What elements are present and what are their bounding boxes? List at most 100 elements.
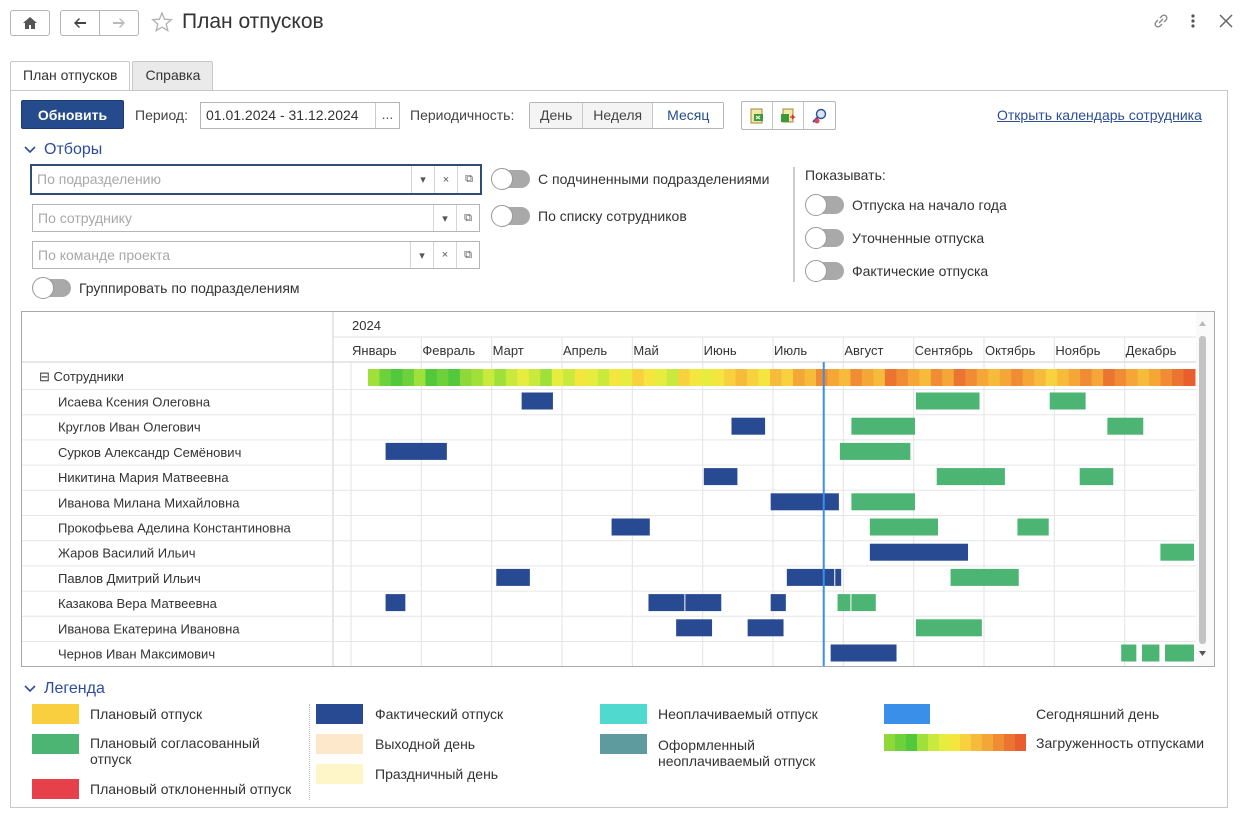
export-excel-button[interactable] (742, 102, 773, 129)
planned-approved-vacation-bar[interactable] (915, 392, 980, 410)
show-start-year-toggle[interactable]: Отпуска на начало года (805, 194, 1007, 216)
toggle-switch[interactable] (491, 168, 530, 190)
legend-section-header[interactable]: Легенда (24, 680, 105, 698)
periodicity-month[interactable]: Месяц (653, 103, 724, 128)
planned-approved-vacation-bar[interactable] (1160, 543, 1194, 561)
employee-name[interactable]: Исаева Ксения Олеговна (58, 395, 211, 410)
planned-approved-vacation-bar[interactable] (1017, 518, 1049, 536)
link-icon[interactable] (1152, 12, 1170, 30)
actual-vacation-bar[interactable] (611, 518, 650, 536)
with-subdepartments-toggle[interactable]: С подчиненными подразделениями (491, 168, 770, 190)
actual-vacation-bar[interactable] (731, 417, 766, 435)
import-button[interactable] (773, 102, 804, 129)
planned-approved-vacation-bar[interactable] (837, 594, 851, 612)
toggle-switch[interactable] (805, 194, 844, 216)
refresh-button[interactable]: Обновить (21, 100, 124, 129)
actual-vacation-bar[interactable] (747, 619, 784, 637)
actual-vacation-bar[interactable] (770, 493, 839, 511)
toggle-switch[interactable] (805, 260, 844, 282)
dropdown-arrow-icon[interactable]: ▾ (410, 242, 433, 268)
planned-approved-vacation-bar[interactable] (1165, 644, 1194, 662)
planned-approved-vacation-bar[interactable] (1141, 644, 1160, 662)
planned-approved-vacation-bar[interactable] (869, 518, 939, 536)
actual-vacation-bar[interactable] (830, 644, 897, 662)
employee-name[interactable]: Иванова Милана Михайловна (58, 495, 240, 510)
actual-vacation-bar[interactable] (786, 568, 835, 586)
planned-approved-vacation-bar[interactable] (1121, 644, 1137, 662)
department-filter[interactable]: По подразделению ▾ × ⧉ (30, 164, 482, 195)
employee-filter[interactable]: По сотруднику ▾ ⧉ (32, 204, 480, 232)
employee-name[interactable]: Круглов Иван Олегович (58, 420, 201, 435)
favorite-star-icon[interactable] (151, 11, 173, 33)
vacation-gantt[interactable]: 2024 Январь Февраль Март Апрель Май Июнь Июль Ав… (21, 311, 1215, 667)
employee-name[interactable]: Прокофьева Аделина Константиновна (58, 521, 292, 536)
group-by-department-toggle[interactable]: Группировать по подразделениям (32, 277, 300, 299)
clear-icon[interactable]: × (433, 242, 456, 268)
employee-input[interactable]: По сотруднику (38, 210, 132, 226)
actual-vacation-bar[interactable] (496, 568, 530, 586)
planned-approved-vacation-bar[interactable] (915, 619, 982, 637)
planned-approved-vacation-bar[interactable] (839, 442, 911, 460)
back-button[interactable] (60, 10, 100, 36)
clear-icon[interactable]: × (434, 166, 457, 193)
planned-approved-vacation-bar[interactable] (936, 468, 1005, 486)
close-icon[interactable] (1219, 12, 1233, 30)
employee-name[interactable]: Жаров Василий Ильич (58, 546, 195, 561)
planned-approved-vacation-bar[interactable] (1079, 468, 1114, 486)
by-employee-list-toggle[interactable]: По списку сотрудников (491, 205, 687, 227)
planned-approved-vacation-bar[interactable] (851, 493, 915, 511)
planned-approved-vacation-bar[interactable] (1049, 392, 1086, 410)
show-refined-toggle[interactable]: Уточненные отпуска (805, 227, 984, 249)
employee-name[interactable]: Никитина Мария Матвеевна (58, 470, 229, 485)
period-select-button[interactable]: ... (375, 103, 399, 128)
more-menu-icon[interactable] (1186, 12, 1200, 30)
open-form-icon[interactable]: ⧉ (456, 205, 479, 231)
scroll-down-icon[interactable] (1199, 651, 1206, 656)
department-input[interactable]: По подразделению (37, 171, 161, 187)
actual-vacation-bar[interactable] (385, 442, 447, 460)
employee-name[interactable]: Сурков Александр Семёнович (58, 445, 241, 460)
open-form-icon[interactable]: ⧉ (456, 242, 479, 268)
open-employee-calendar-link[interactable]: Открыть календарь сотрудника (997, 107, 1202, 123)
planned-approved-vacation-bar[interactable] (1107, 417, 1144, 435)
actual-vacation-bar[interactable] (703, 468, 738, 486)
employee-name[interactable]: Чернов Иван Максимович (58, 647, 215, 662)
team-filter[interactable]: По команде проекта ▾ × ⧉ (32, 241, 480, 269)
periodicity-week[interactable]: Неделя (583, 103, 654, 128)
dropdown-arrow-icon[interactable]: ▾ (433, 205, 456, 231)
actual-vacation-bar[interactable] (676, 619, 713, 637)
actual-vacation-bar[interactable] (648, 594, 685, 612)
periodicity-day[interactable]: День (530, 103, 584, 128)
dropdown-arrow-icon[interactable]: ▾ (411, 166, 434, 193)
legend-swatch (600, 734, 647, 754)
actual-vacation-bar[interactable] (685, 594, 722, 612)
actual-vacation-bar[interactable] (835, 568, 842, 586)
actual-vacation-bar[interactable] (521, 392, 553, 410)
tab-vacation-plan[interactable]: План отпусков (10, 61, 131, 91)
employee-name[interactable]: Казакова Вера Матвеевна (58, 596, 218, 611)
actual-vacation-bar[interactable] (770, 594, 786, 612)
forward-button[interactable] (99, 10, 139, 36)
toggle-switch[interactable] (32, 277, 71, 299)
period-field[interactable]: 01.01.2024 - 31.12.2024 ... (200, 102, 400, 129)
show-actual-toggle[interactable]: Фактические отпуска (805, 260, 988, 282)
home-button[interactable] (10, 10, 50, 36)
filters-section-header[interactable]: Отборы (24, 141, 102, 159)
toggle-switch[interactable] (805, 227, 844, 249)
open-form-icon[interactable]: ⧉ (457, 166, 480, 193)
find-employee-button[interactable] (804, 102, 835, 129)
scroll-up-icon[interactable] (1199, 321, 1206, 326)
employee-name[interactable]: Иванова Екатерина Ивановна (58, 621, 240, 636)
actual-vacation-bar[interactable] (385, 594, 406, 612)
actual-vacation-bar[interactable] (869, 543, 969, 561)
team-input[interactable]: По команде проекта (38, 247, 171, 263)
scrollbar-thumb[interactable] (1199, 336, 1206, 644)
tab-help[interactable]: Справка (132, 61, 214, 90)
planned-approved-vacation-bar[interactable] (851, 594, 876, 612)
planned-approved-vacation-bar[interactable] (950, 568, 1019, 586)
toggle-switch[interactable] (491, 205, 530, 227)
period-value[interactable]: 01.01.2024 - 31.12.2024 (206, 107, 359, 123)
employee-name[interactable]: Павлов Дмитрий Ильич (58, 571, 201, 586)
group-label-employees[interactable]: ⊟ Сотрудники (39, 369, 124, 384)
planned-approved-vacation-bar[interactable] (851, 417, 915, 435)
